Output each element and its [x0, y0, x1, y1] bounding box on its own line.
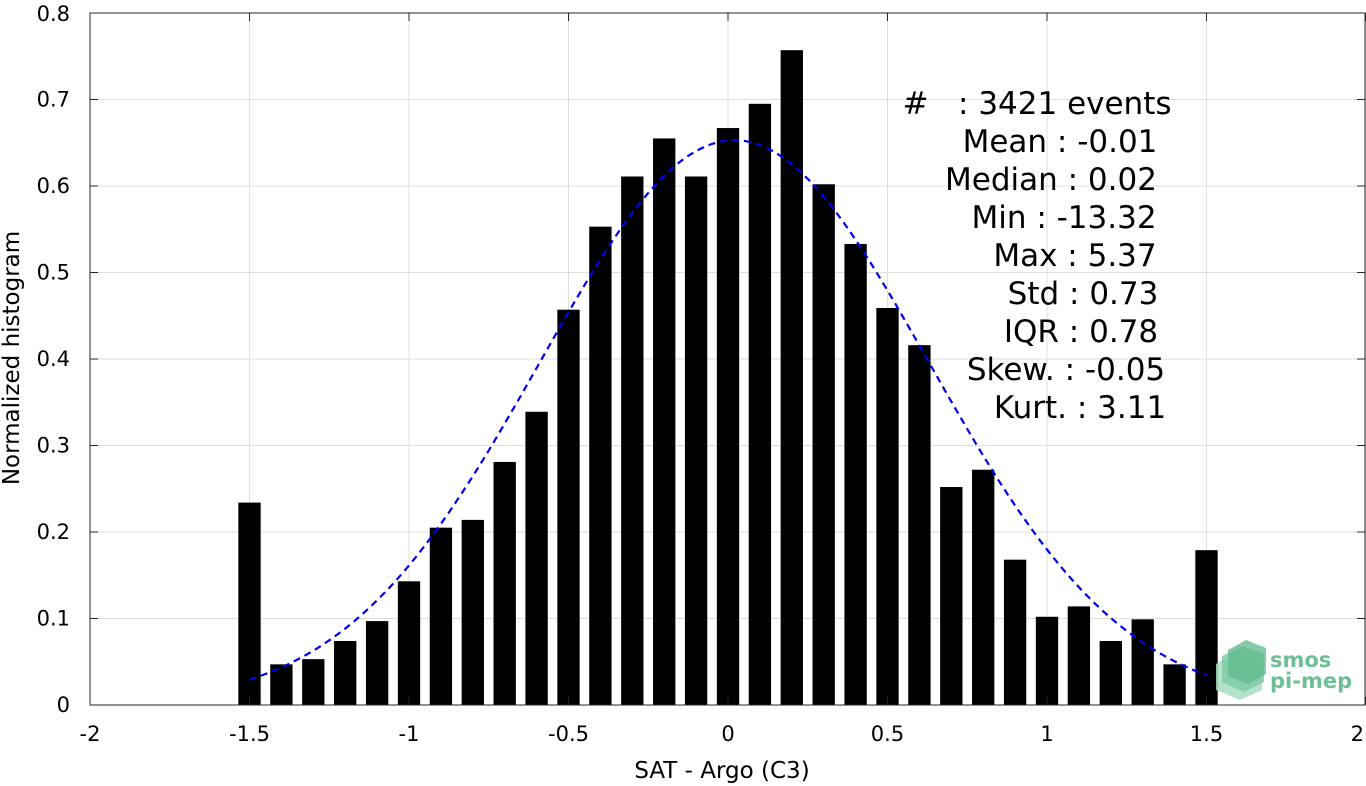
- x-tick-label: 0.5: [871, 722, 904, 746]
- y-tick-label: 0.3: [37, 434, 70, 458]
- y-tick-label: 0.7: [37, 88, 70, 112]
- logo-mark-icon: [1216, 640, 1266, 700]
- x-tick-label: 1: [1040, 722, 1053, 746]
- histogram-bar: [1099, 640, 1122, 705]
- x-tick-label: -0.5: [548, 722, 589, 746]
- stat-line: IQR : 0.78: [1004, 314, 1158, 350]
- stat-line: Std : 0.73: [1008, 276, 1159, 312]
- histogram-bar: [365, 621, 389, 705]
- histogram-bar: [270, 664, 293, 705]
- x-tick-label: 1.5: [1190, 722, 1223, 746]
- histogram-bar: [525, 411, 548, 705]
- histogram-bar: [1003, 559, 1027, 705]
- histogram-bar: [461, 519, 484, 705]
- stat-line: Min : -13.32: [971, 200, 1156, 236]
- histogram-bar: [972, 469, 995, 705]
- y-tick-label: 0.6: [37, 174, 70, 198]
- histogram-bar: [1163, 664, 1186, 705]
- histogram-bar: [429, 527, 453, 705]
- axis-ticks: [89, 12, 1366, 706]
- histogram-bar: [1067, 606, 1091, 705]
- histogram-bars: [238, 50, 1218, 706]
- y-tick-label: 0.4: [37, 347, 70, 371]
- logo-text-pi-mep: pi-mep: [1270, 669, 1352, 693]
- stat-line: # : 3421 events: [902, 86, 1171, 122]
- stat-line: Skew. : -0.05: [967, 352, 1165, 388]
- histogram-bar: [493, 461, 516, 705]
- logo-text-smos: smos: [1270, 648, 1331, 672]
- stat-line: Median : 0.02: [945, 162, 1157, 198]
- histogram-bar: [334, 640, 357, 705]
- histogram-bar: [908, 345, 931, 705]
- histogram-bar: [238, 502, 261, 705]
- y-tick-label: 0.8: [37, 2, 70, 26]
- histogram-bar: [812, 184, 835, 705]
- histogram-bar: [621, 176, 644, 706]
- smos-pi-mep-logo: smos pi-mep: [1216, 640, 1352, 700]
- y-axis-label: Normalized histogram: [0, 231, 25, 485]
- histogram-bar: [716, 128, 740, 706]
- histogram-bar: [302, 659, 325, 705]
- gaussian-fit-curve: [249, 139, 1207, 681]
- histogram-bar: [589, 226, 612, 705]
- x-tick-label: -1.5: [229, 722, 270, 746]
- y-tick-label: 0.5: [37, 261, 70, 285]
- histogram-bar: [1035, 616, 1059, 705]
- x-axis-label: SAT - Argo (C3): [634, 758, 809, 784]
- histogram-bar: [940, 487, 963, 705]
- histogram-bar: [1195, 550, 1218, 705]
- x-tick-label: 0: [721, 722, 734, 746]
- histogram-bar: [684, 176, 708, 706]
- histogram-bar: [844, 243, 867, 705]
- stat-line: Kurt. : 3.11: [994, 390, 1166, 426]
- x-tick-label: 2: [1351, 722, 1364, 746]
- histogram-bar: [653, 138, 676, 706]
- y-tick-labels: 0 0.1 0.2 0.3 0.4 0.5 0.6 0.7 0.8: [37, 2, 70, 717]
- histogram-bar: [1131, 619, 1154, 705]
- x-tick-label: -1: [399, 722, 420, 746]
- y-tick-label: 0.1: [37, 607, 70, 631]
- histogram-bar: [557, 309, 580, 705]
- histogram-bar: [780, 50, 803, 705]
- stat-line: Max : 5.37: [993, 238, 1156, 274]
- y-tick-label: 0.2: [37, 520, 70, 544]
- histogram-bar: [397, 581, 421, 705]
- histogram-bar: [748, 103, 772, 705]
- y-tick-label: 0: [57, 693, 70, 717]
- x-tick-label: -2: [80, 722, 101, 746]
- x-tick-labels: -2 -1.5 -1 -0.5 0 0.5 1 1.5 2: [80, 722, 1364, 746]
- stat-line: Mean : -0.01: [963, 124, 1158, 160]
- histogram-bar: [876, 307, 899, 705]
